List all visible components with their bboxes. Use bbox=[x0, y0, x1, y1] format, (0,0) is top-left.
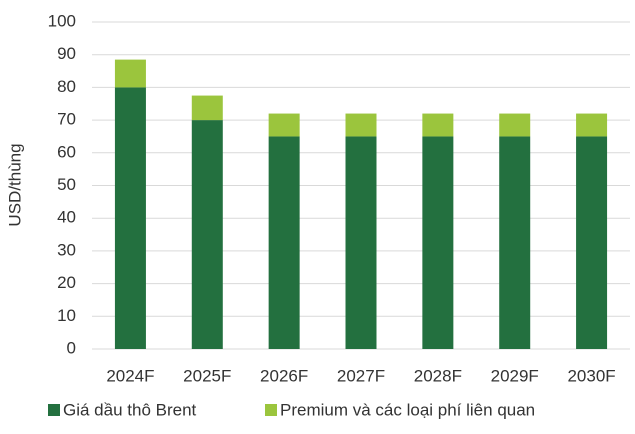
bar-segment bbox=[268, 136, 300, 349]
x-tick-label: 2030F bbox=[567, 366, 615, 385]
y-tick-label: 0 bbox=[67, 338, 76, 357]
bar-segment bbox=[345, 113, 377, 137]
y-tick-label: 70 bbox=[57, 110, 76, 129]
bar-segment bbox=[114, 87, 146, 350]
bar-segment bbox=[345, 136, 377, 349]
y-tick-label: 80 bbox=[57, 77, 76, 96]
legend-label: Premium và các loại phí liên quan bbox=[280, 400, 535, 419]
bar-segment bbox=[422, 136, 454, 349]
bar-segment bbox=[422, 113, 454, 137]
x-tick-label: 2027F bbox=[337, 366, 385, 385]
y-axis-label: USD/thùng bbox=[5, 143, 24, 226]
bar-segment bbox=[191, 95, 223, 121]
bar-segment bbox=[114, 59, 146, 88]
y-tick-label: 30 bbox=[57, 240, 76, 259]
bar-segment bbox=[191, 120, 223, 349]
y-tick-label: 50 bbox=[57, 175, 76, 194]
y-tick-label: 100 bbox=[48, 11, 76, 30]
legend-swatch bbox=[48, 404, 60, 416]
bar-segment bbox=[576, 113, 608, 137]
y-tick-label: 20 bbox=[57, 273, 76, 292]
y-tick-label: 60 bbox=[57, 142, 76, 161]
x-tick-label: 2025F bbox=[183, 366, 231, 385]
bar-segment bbox=[268, 113, 300, 137]
y-tick-label: 40 bbox=[57, 208, 76, 227]
bar-segment bbox=[499, 136, 531, 349]
x-tick-label: 2024F bbox=[106, 366, 154, 385]
bar-segment bbox=[576, 136, 608, 349]
x-tick-label: 2026F bbox=[260, 366, 308, 385]
bar-segment bbox=[499, 113, 531, 137]
y-tick-label: 90 bbox=[57, 44, 76, 63]
x-tick-label: 2029F bbox=[491, 366, 539, 385]
legend-swatch bbox=[265, 404, 277, 416]
y-tick-label: 10 bbox=[57, 306, 76, 325]
x-tick-label: 2028F bbox=[414, 366, 462, 385]
legend-label: Giá dầu thô Brent bbox=[63, 400, 197, 419]
